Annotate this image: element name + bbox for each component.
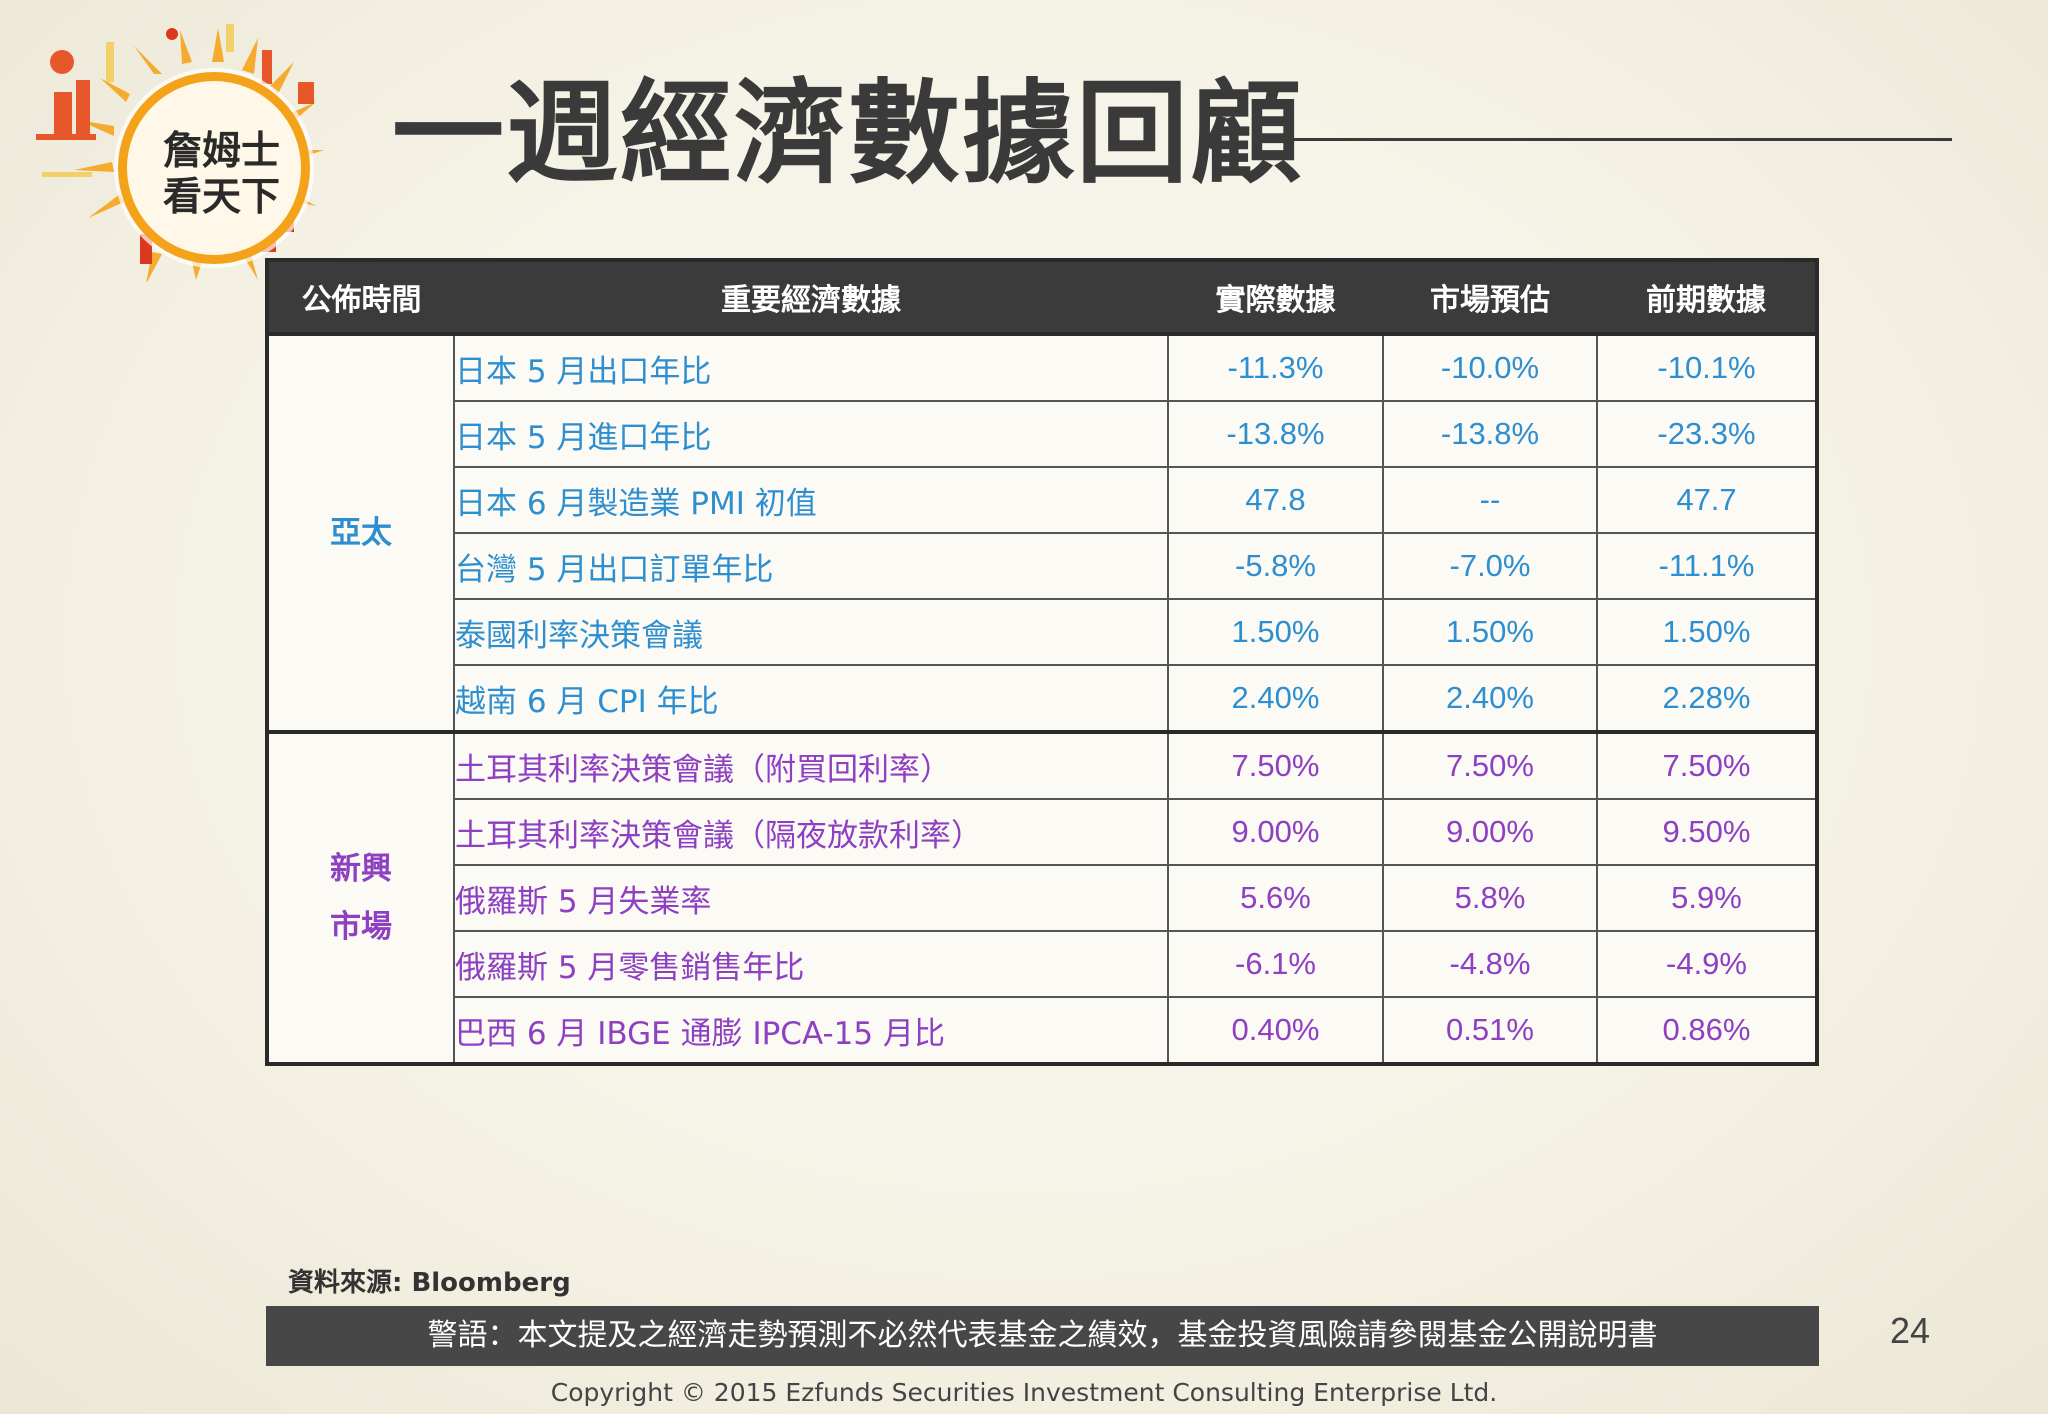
economic-data-table: 公佈時間 重要經濟數據 實際數據 市場預估 前期數據 亞太 日本 5 月出口年比… (265, 258, 1819, 1066)
page-number: 24 (1890, 1310, 1931, 1351)
previous-value: 1.50% (1596, 598, 1818, 666)
actual-value: 7.50% (1167, 730, 1384, 800)
data-source-note: 資料來源: Bloomberg (288, 1268, 571, 1298)
sunburst-city-icon (36, 24, 324, 282)
indicator-name: 台灣 5 月出口訂單年比 (453, 532, 1169, 600)
actual-value: 47.8 (1167, 466, 1384, 534)
indicator-name: 日本 5 月出口年比 (453, 333, 1169, 402)
header-release-time: 公佈時間 (267, 260, 454, 336)
page-title: 一週經濟數據回顧 (392, 69, 1304, 199)
actual-value: 1.50% (1167, 598, 1384, 666)
actual-value: 0.40% (1167, 996, 1384, 1065)
table-row: 俄羅斯 5 月失業率 5.6% 5.8% 5.9% (267, 864, 1818, 932)
header-forecast: 市場預估 (1383, 260, 1597, 336)
actual-value: 9.00% (1167, 798, 1384, 866)
indicator-name: 土耳其利率決策會議（隔夜放款利率） (453, 798, 1169, 866)
actual-value: -13.8% (1167, 400, 1384, 468)
previous-value: -10.1% (1596, 333, 1818, 402)
forecast-value: -- (1382, 466, 1598, 534)
table-row: 亞太 日本 5 月出口年比 -11.3% -10.0% -10.1% (266, 333, 1818, 733)
logo-badge: 詹姆士 看天下 (118, 72, 310, 264)
title-rule (1268, 138, 1952, 141)
table-row: 巴西 6 月 IBGE 通膨 IPCA-15 月比 0.40% 0.51% 0.… (267, 996, 1818, 1065)
indicator-name: 巴西 6 月 IBGE 通膨 IPCA-15 月比 (453, 996, 1169, 1065)
logo-line-1: 詹姆士 (163, 129, 281, 174)
region-line-2: 市場 (330, 909, 392, 945)
forecast-value: 7.50% (1382, 730, 1598, 800)
indicator-name: 俄羅斯 5 月零售銷售年比 (453, 930, 1169, 998)
actual-value: 2.40% (1167, 664, 1384, 733)
previous-value: -23.3% (1596, 400, 1818, 468)
actual-value: 5.6% (1167, 864, 1384, 932)
table-row: 土耳其利率決策會議（隔夜放款利率） 9.00% 9.00% 9.50% (267, 798, 1818, 866)
indicator-name: 泰國利率決策會議 (453, 598, 1169, 666)
region-line-1: 新興 (330, 851, 392, 887)
indicator-name: 土耳其利率決策會議（附買回利率） (453, 730, 1169, 800)
actual-value: -11.3% (1167, 333, 1384, 402)
header-actual: 實際數據 (1168, 260, 1383, 336)
previous-value: 7.50% (1596, 730, 1818, 800)
previous-value: 5.9% (1596, 864, 1818, 932)
indicator-name: 日本 6 月製造業 PMI 初值 (453, 466, 1169, 534)
forecast-value: 9.00% (1382, 798, 1598, 866)
indicator-name: 越南 6 月 CPI 年比 (453, 664, 1169, 733)
forecast-value: 5.8% (1382, 864, 1598, 932)
forecast-value: -4.8% (1382, 930, 1598, 998)
forecast-value: 1.50% (1382, 598, 1598, 666)
forecast-value: -7.0% (1382, 532, 1598, 600)
previous-value: -4.9% (1596, 930, 1818, 998)
previous-value: 2.28% (1596, 664, 1818, 733)
forecast-value: -13.8% (1382, 400, 1598, 468)
table-row: 日本 6 月製造業 PMI 初值 47.8 -- 47.7 (267, 466, 1818, 534)
previous-value: 0.86% (1596, 996, 1818, 1065)
disclaimer-banner: 警語：本文提及之經濟走勢預測不必然代表基金之績效，基金投資風險請參閱基金公開說明… (266, 1306, 1819, 1366)
previous-value: 47.7 (1596, 466, 1818, 534)
forecast-value: 0.51% (1382, 996, 1598, 1065)
table-row: 越南 6 月 CPI 年比 2.40% 2.40% 2.28% (267, 664, 1818, 733)
table-row: 俄羅斯 5 月零售銷售年比 -6.1% -4.8% -4.9% (267, 930, 1818, 998)
forecast-value: -10.0% (1382, 333, 1598, 402)
forecast-value: 2.40% (1382, 664, 1598, 733)
table-row: 台灣 5 月出口訂單年比 -5.8% -7.0% -11.1% (267, 532, 1818, 600)
region-emerging-markets: 新興 市場 (266, 730, 455, 1065)
header-indicator: 重要經濟數據 (454, 260, 1168, 336)
header-previous: 前期數據 (1597, 260, 1817, 336)
indicator-name: 日本 5 月進口年比 (453, 400, 1169, 468)
previous-value: -11.1% (1596, 532, 1818, 600)
table-header-row: 公佈時間 重要經濟數據 實際數據 市場預估 前期數據 (267, 260, 1817, 336)
copyright-notice: Copyright © 2015 Ezfunds Securities Inve… (550, 1378, 1498, 1407)
table-row: 日本 5 月進口年比 -13.8% -13.8% -23.3% (267, 400, 1818, 468)
indicator-name: 俄羅斯 5 月失業率 (453, 864, 1169, 932)
logo: 詹姆士 看天下 (22, 22, 352, 282)
region-asia-pacific: 亞太 (266, 333, 455, 733)
actual-value: -5.8% (1167, 532, 1384, 600)
previous-value: 9.50% (1596, 798, 1818, 866)
table-row: 泰國利率決策會議 1.50% 1.50% 1.50% (267, 598, 1818, 666)
actual-value: -6.1% (1167, 930, 1384, 998)
logo-text: 詹姆士 看天下 (163, 129, 283, 221)
table-row: 新興 市場 土耳其利率決策會議（附買回利率） 7.50% 7.50% 7.50% (266, 730, 1818, 1065)
logo-line-2: 看天下 (163, 175, 281, 220)
